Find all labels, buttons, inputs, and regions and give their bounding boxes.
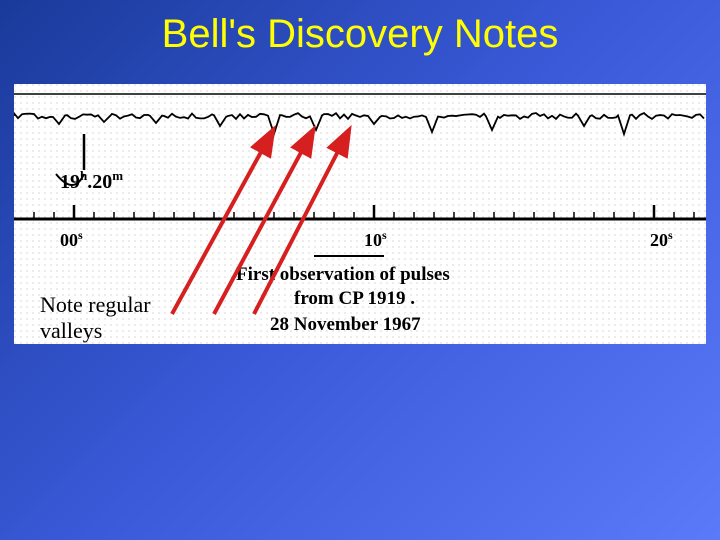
svg-text:First observation of pulses: First observation of pulses (236, 264, 450, 285)
chart-recorder-panel: 19h.20m 00s 10s 20s First observation of… (14, 84, 706, 344)
caption-line-1: Note regular (40, 292, 151, 317)
caption-note: Note regular valleys (40, 292, 151, 345)
svg-text:28 November 1967: 28 November 1967 (270, 314, 421, 335)
svg-text:from CP 1919 .: from CP 1919 . (294, 288, 415, 309)
slide-title: Bell's Discovery Notes (0, 0, 720, 57)
caption-line-2: valleys (40, 318, 102, 343)
